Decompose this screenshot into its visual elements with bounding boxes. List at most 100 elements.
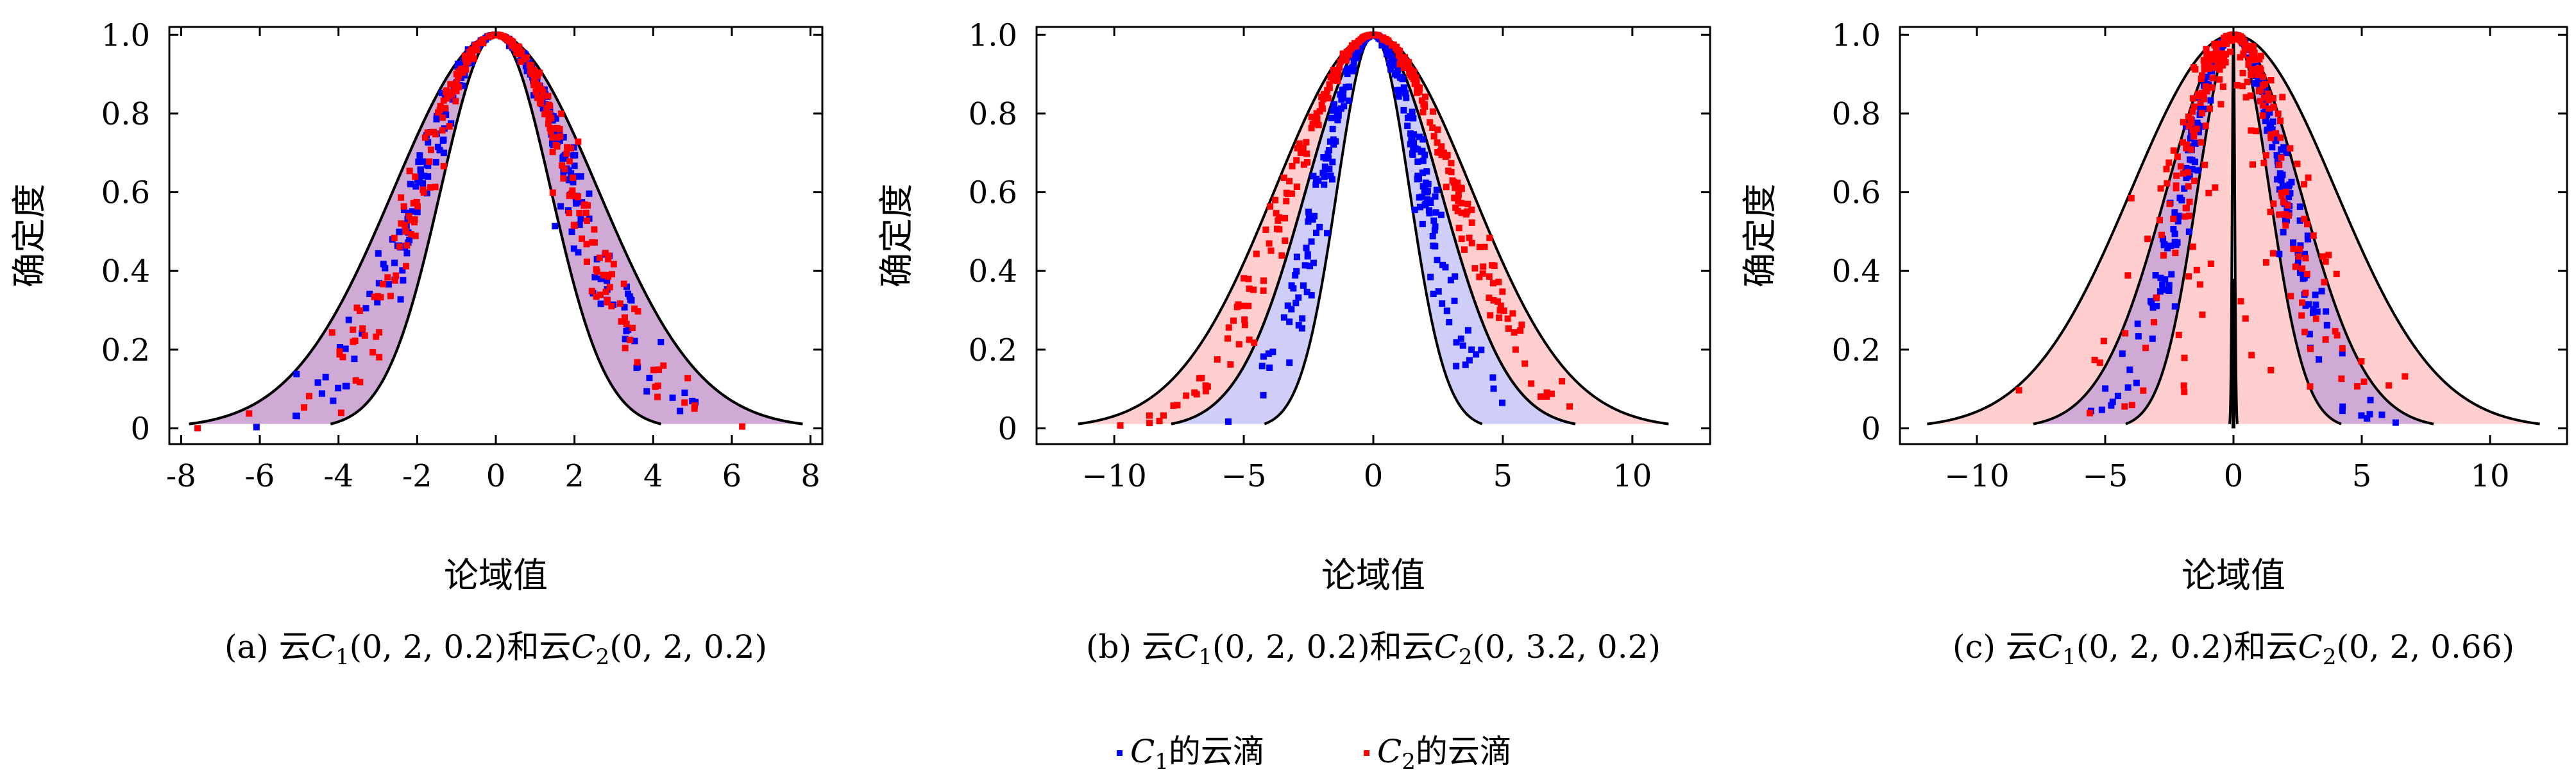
cloud-drop [631,305,638,313]
cloud-drop [2201,161,2208,168]
cloud-drop [2173,172,2180,179]
cloud-drop [314,379,321,386]
cloud-drop [438,90,445,97]
cloud-drop [1471,265,1479,272]
cloud-drop [2284,202,2291,209]
y-tick-label: 1.0 [1832,17,1881,53]
cloud-drop [2153,302,2160,309]
cloud-drop [1543,389,1550,396]
cloud-drop [1407,113,1414,120]
cloud-drop [2170,216,2177,223]
cloud-drop [2171,230,2178,237]
x-tick-label: 4 [643,458,663,494]
cloud-drop [1423,168,1430,175]
cloud-drop [2162,276,2169,283]
cloud-drop [337,409,344,416]
cloud-drop [2262,259,2269,266]
cloud-drop [1407,141,1414,148]
cloud-drop [2197,105,2204,112]
cloud-drop [2160,236,2167,243]
cloud-drop [2211,40,2218,47]
cloud-drop [1421,202,1428,209]
cloud-drop [2180,139,2187,146]
cloud-drop [2177,163,2184,170]
cloud-drop [1430,133,1437,140]
cloud-drop [1350,43,1357,50]
cloud-drop [629,325,636,332]
cloud-drop [1326,166,1333,173]
cloud-drop [1266,364,1273,371]
cloud-drop [1214,356,1221,363]
cloud-drop [2338,375,2345,382]
cloud-drop [739,423,746,430]
cloud-drop [2157,274,2164,281]
cloud-drop [1495,279,1502,286]
cloud-drop [553,128,560,135]
cloud-drop [1414,158,1421,165]
cloud-drop [2207,261,2214,268]
cloud-drop [336,351,343,358]
y-tick-label: 0.4 [1832,253,1881,289]
cloud-drop [2260,94,2267,101]
cloud-drop [2250,56,2257,63]
legend-c2-label: C2的云滴 [1377,733,1512,775]
x-axis-label: 论域值 [1321,555,1425,596]
cloud-drop [677,408,684,415]
cloud-drop [669,394,676,401]
cloud-drop [1418,97,1425,104]
cloud-drop [2255,65,2262,72]
cloud-drop [1323,155,1330,162]
cloud-drop [2283,217,2290,224]
envelope-outer-2 [189,33,803,425]
caption-part: (0, 2, 0.2)和云 [1212,628,1434,665]
cloud-drop [2305,174,2312,181]
cloud-drop [1241,322,1248,329]
cloud-drop [1464,200,1471,207]
cloud-drop [1275,217,1282,224]
cloud-drop [2310,232,2317,239]
cloud-drop [691,402,699,409]
cloud-drop [1468,206,1475,213]
cloud-drop [1478,347,1485,354]
cloud-drop [2198,90,2205,97]
envelope-fill-2 [1927,35,2540,424]
cloud-drop [2175,331,2182,338]
cloud-drop [1375,32,1382,39]
cloud-drop [2160,252,2167,259]
cloud-drop [1265,350,1272,357]
cloud-drop [1341,103,1348,110]
cloud-drop [1355,38,1362,45]
cloud-drop [1276,226,1283,233]
cloud-drop [2170,147,2177,154]
cloud-drop [564,144,571,151]
cloud-drop [1429,232,1436,239]
cloud-drop [1458,185,1465,193]
cloud-drop [536,99,543,106]
cloud-drop [577,215,584,222]
cloud-drop [622,336,629,343]
cloud-drop [1429,124,1436,131]
cloud-drop [552,141,559,148]
cloud-drop [447,81,454,88]
cloud-drop [1405,58,1412,65]
cloud-drop [1300,144,1307,151]
cloud-drop [414,203,421,210]
cloud-drop [351,356,358,363]
cloud-drop [411,216,418,223]
cloud-drop [1452,184,1459,191]
cloud-drop [557,203,564,210]
cloud-drop [1305,209,1312,216]
cloud-drop [2192,66,2199,73]
cloud-drop [2273,152,2280,159]
cloud-drop [1321,163,1328,170]
cloud-drop [2262,117,2269,124]
cloud-drop [1566,403,1573,410]
cloud-drop [468,49,475,56]
plot-frame [168,26,824,445]
cloud-drop [1326,147,1333,154]
caption-part: (0, 2, 0.66) [2336,628,2514,665]
envelope-fill-2 [1078,35,1669,424]
cloud-drop [373,333,380,340]
cloud-drop [2102,385,2109,392]
